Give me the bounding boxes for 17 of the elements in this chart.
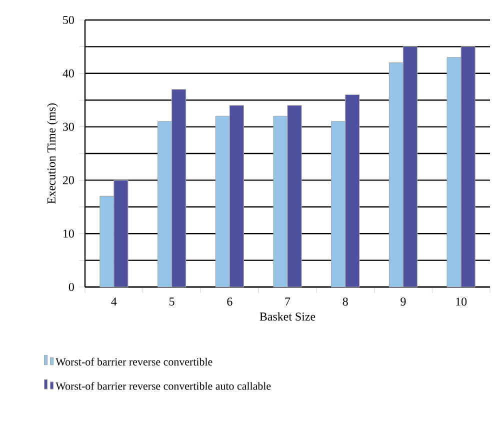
x-tick-label: 7 [285, 298, 290, 306]
x-tick-label: 10 [456, 298, 467, 306]
y-tick-label: 40 [62, 69, 74, 78]
x-axis-title: Basket Size [260, 312, 316, 321]
legend-label: Worst-of barrier reverse convertible [56, 358, 212, 366]
y-tick-label: 20 [62, 176, 74, 184]
x-tick-label: 4 [111, 298, 117, 306]
x-tick-label: 8 [342, 298, 348, 306]
y-tick-label: 10 [64, 230, 74, 238]
x-tick-label: 9 [400, 298, 406, 306]
legend-label: Worst-of barrier reverse convertible auto callable [56, 382, 271, 390]
y-tick-label: 50 [63, 16, 74, 24]
y-axis-title: Execution Time (ms) [47, 103, 58, 204]
y-tick-label: 0 [68, 282, 74, 292]
x-tick-label: 6 [227, 298, 232, 306]
y-tick-label: 30 [63, 122, 74, 131]
x-tick-label: 5 [169, 298, 174, 306]
